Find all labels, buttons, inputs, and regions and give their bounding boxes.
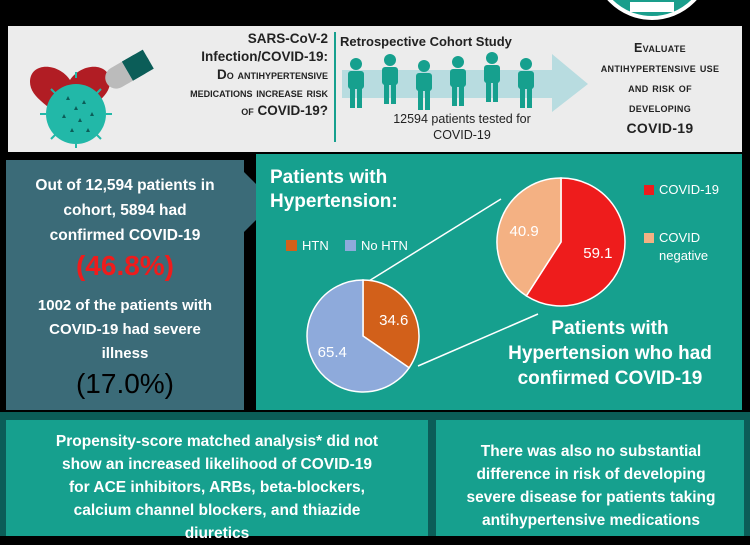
covid-pie: 59.1 40.9: [496, 177, 626, 307]
htn-legend: HTN No HTN: [286, 238, 408, 253]
patients-line: 12594 patients tested for: [393, 112, 531, 126]
legend-swatch-htn: [286, 240, 297, 251]
finding-left-text: Propensity-score matched analysis* did n…: [18, 430, 416, 545]
logo-mark: [630, 2, 674, 12]
aim-line: COVID-19: [626, 120, 694, 136]
finding-line: severe disease for patients taking: [466, 489, 716, 506]
study-aim: Evaluate antihypertensive use and risk o…: [580, 38, 740, 138]
title-line: Patients with: [551, 318, 669, 339]
covid-legend: COVID-19 COVID negative: [644, 182, 719, 263]
htn-pie-title: Patients with Hypertension:: [270, 166, 398, 214]
connector-line-top: [363, 198, 502, 285]
finding-panel-left: [6, 420, 428, 536]
htn-pie: 34.6 65.4: [306, 279, 420, 393]
pie-slice-negative: [496, 177, 562, 297]
cohort-arrow-illustration: [342, 52, 588, 112]
research-question: SARS-CoV-2 Infection/COVID-19: Do antihy…: [150, 30, 328, 120]
cohort-stats-text: Out of 12,594 patients in cohort, 5894 h…: [12, 173, 238, 248]
pie-charts: 34.6 65.4 59.1 40.9 HTN No HTN COVID-19 CO…: [286, 177, 719, 393]
pie-label-no-htn: 65.4: [318, 344, 347, 361]
aim-line: Evaluate: [634, 41, 686, 55]
aim-line: developing: [628, 101, 691, 115]
title-line: Hypertension who had: [508, 343, 712, 364]
severe-percent: (17.0%): [75, 368, 175, 399]
header-divider: [334, 32, 336, 142]
severe-stats-text: 1002 of the patients with COVID-19 had s…: [12, 294, 238, 366]
stats-line: COVID-19 had severe: [49, 321, 201, 338]
question-line: SARS-CoV-2: [247, 31, 328, 46]
finding-panel-right: [436, 420, 744, 536]
finding-right-text: There was also no substantial difference…: [446, 440, 736, 532]
pie-slice-htn: [362, 279, 420, 369]
stats-line: 1002 of the patients with: [37, 297, 213, 314]
stats-line: Out of 12,594 patients in: [35, 177, 215, 194]
finding-line: diuretics: [184, 525, 250, 542]
legend-swatch-no-htn: [345, 240, 356, 251]
pie-label-covid: 59.1: [583, 245, 612, 262]
stats-line: cohort, 5894 had: [63, 202, 187, 219]
study-title: Retrospective Cohort Study: [340, 34, 512, 49]
patients-line: COVID-19: [433, 128, 491, 142]
virus-pills-illustration: [30, 49, 154, 148]
virus-icon: [40, 72, 112, 148]
pie-label-negative: 40.9: [510, 223, 539, 240]
covid-percent: (46.8%): [75, 250, 175, 281]
covid-pie-title: Patients with Hypertension who had confi…: [490, 316, 730, 391]
aim-line: and risk of: [628, 81, 692, 95]
legend-label-negative-1: COVID: [659, 230, 700, 245]
finding-line: show an increased likelihood of COVID-19: [61, 456, 373, 473]
stats-line: illness: [101, 345, 149, 362]
question-line: Infection/COVID-19:: [201, 49, 328, 64]
finding-line: difference in risk of developing: [476, 466, 706, 483]
legend-label-no-htn: No HTN: [361, 238, 408, 253]
people-icon: [348, 52, 534, 110]
pie-label-htn: 34.6: [379, 312, 408, 329]
aim-line: antihypertensive use: [600, 61, 720, 75]
connector-line-bottom: [417, 313, 539, 367]
legend-swatch-negative: [644, 233, 654, 243]
title-line: confirmed COVID-19: [517, 368, 703, 389]
pie-slice-covid: [525, 177, 626, 307]
patients-tested: 12594 patients tested for COVID-19: [372, 111, 552, 143]
question-line: medications increase risk: [190, 85, 328, 100]
title-line: Hypertension:: [270, 191, 398, 212]
finding-line: for ACE inhibitors, ARBs, beta-blockers,: [69, 479, 365, 496]
legend-label-htn: HTN: [302, 238, 329, 253]
pill-icon: [105, 49, 154, 89]
finding-line: There was also no substantial: [480, 443, 702, 460]
question-line: of COVID-19?: [241, 103, 328, 118]
finding-line: antihypertensive medications: [482, 512, 700, 529]
finding-line: Propensity-score matched analysis* did n…: [55, 433, 379, 450]
legend-swatch-covid: [644, 185, 654, 195]
legend-label-negative-2: negative: [659, 248, 708, 263]
stats-line: confirmed COVID-19: [49, 227, 201, 244]
question-line: Do antihypertensive: [216, 67, 328, 82]
title-line: Patients with: [270, 167, 388, 188]
cohort-stats-panel: [6, 160, 244, 410]
pie-slice-no-htn: [306, 279, 411, 393]
legend-label-covid: COVID-19: [659, 182, 719, 197]
finding-line: calcium channel blockers, and thiazide: [73, 502, 361, 519]
